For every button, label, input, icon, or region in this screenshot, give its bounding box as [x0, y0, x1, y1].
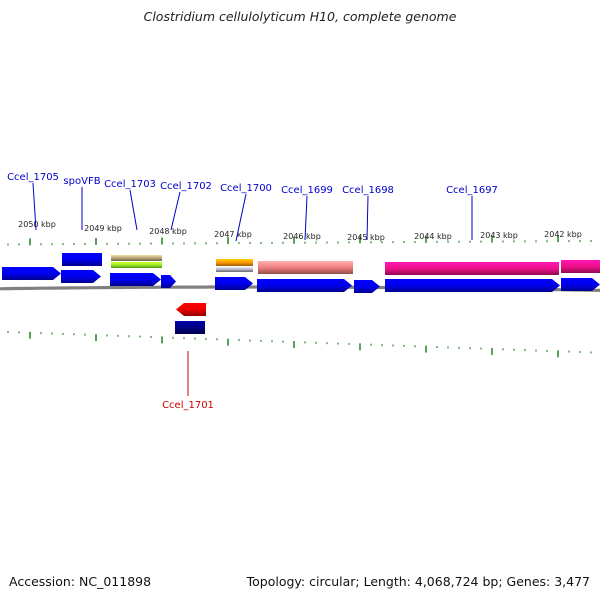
gene-label-leader — [235, 193, 247, 242]
topology-text: Topology: circular; Length: 4,068,724 bp… — [246, 574, 590, 589]
gene-arrow-forward — [2, 267, 61, 280]
gene-label: spoVFB — [63, 176, 100, 187]
kbp-label: 2049 kbp — [84, 224, 122, 233]
gene-label-leader — [129, 189, 138, 231]
gene-label: Ccel_1697 — [446, 185, 498, 196]
accession-text: Accession: NC_011898 — [9, 574, 152, 589]
gene-label-leader — [366, 195, 369, 241]
gene-arrow-forward — [385, 279, 560, 292]
gene-arrow-forward — [215, 277, 253, 290]
gene-arrow-reverse — [176, 303, 206, 316]
gene-arrow-forward — [110, 273, 161, 286]
kbp-label: 2042 kbp — [544, 230, 582, 239]
gene-label: Ccel_1701 — [162, 400, 214, 411]
gene-label: Ccel_1703 — [104, 179, 156, 190]
kbp-label: 2048 kbp — [149, 227, 187, 236]
kbp-label: 2046 kbp — [283, 232, 321, 241]
gene-arrow-forward — [354, 280, 380, 293]
gene-label-leader — [304, 195, 308, 241]
gene-arrow-forward — [161, 275, 176, 288]
gene-block-reverse — [175, 321, 205, 334]
feature-bar-grey — [216, 267, 253, 272]
feature-bar-magenta — [561, 260, 600, 273]
kbp-label: 2047 kbp — [214, 230, 252, 239]
gene-label: Ccel_1705 — [7, 172, 59, 183]
kbp-label: 2043 kbp — [480, 231, 518, 240]
gene-arrow-forward — [561, 278, 600, 291]
gene-block-forward — [62, 253, 102, 266]
feature-bar-salmon — [258, 261, 353, 274]
feature-bar-magenta — [385, 262, 559, 275]
kbp-label: 2044 kbp — [414, 232, 452, 241]
gene-arrow-forward — [61, 270, 101, 283]
gene-label: Ccel_1700 — [220, 183, 272, 194]
feature-bar-olive — [111, 255, 162, 261]
gene-arrow-forward — [257, 279, 352, 292]
gene-label: Ccel_1698 — [342, 185, 394, 196]
feature-bar-lime — [111, 262, 162, 268]
kbp-label: 2045 kbp — [347, 233, 385, 242]
gene-label: Ccel_1699 — [281, 185, 333, 196]
map-title: Clostridium cellulolyticum H10, complete… — [143, 9, 457, 24]
gene-label-leader — [170, 191, 181, 231]
gene-label-leader — [32, 182, 37, 231]
gene-label: Ccel_1702 — [160, 181, 212, 192]
kbp-label: 2050 kbp — [18, 220, 56, 229]
feature-bar-orange — [216, 259, 253, 266]
